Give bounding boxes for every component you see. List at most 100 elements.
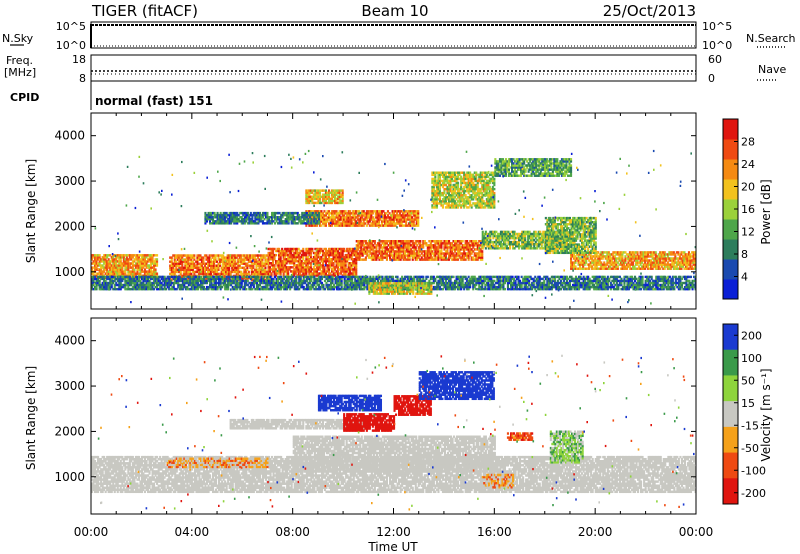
power-cell [112,256,115,259]
power-cell [113,270,116,273]
power-cell [360,283,363,287]
power-cell [499,247,503,250]
power-cell [133,272,136,275]
power-cell [428,256,431,259]
power-cell [283,281,286,285]
power-cell [444,287,448,291]
power-cell [595,263,598,266]
power-cell [248,287,251,291]
power-cell [378,252,381,255]
power-cell [422,254,425,257]
power-cell [355,240,358,243]
power-cell [539,247,542,250]
power-cell [446,283,449,287]
power-cell [398,258,401,261]
power-cell [176,258,179,261]
power-cell [618,257,621,260]
power-cell [91,262,94,265]
power-cell [358,252,361,255]
power-cell [109,270,112,273]
power-cell [246,283,249,287]
power-cell [148,275,151,279]
power-cell [127,254,130,257]
power-cell [317,247,320,251]
power-cell [524,240,527,244]
power-cell [364,248,367,251]
power-cell [340,249,343,253]
power-cell [334,258,337,261]
power-cell [305,251,308,255]
power-cell [290,279,293,283]
power-cell [249,260,252,263]
power-cell [334,277,337,281]
power-cell [175,277,178,281]
power-cell [335,255,338,259]
power-cell [250,262,253,265]
power-cell [147,277,150,281]
power-cell [169,287,172,291]
power-cell [449,277,452,281]
power-cell [110,268,113,271]
power-cell [154,275,157,279]
power-cell [295,285,298,289]
power-cell [299,272,302,275]
power-cell [355,281,358,285]
power-cell [106,268,109,271]
power-cell [645,263,648,266]
power-cell [521,247,524,250]
power-cell [189,283,192,287]
power-cell [184,266,187,270]
power-cell [225,270,228,274]
power-cell [313,275,316,279]
power-cell [307,275,310,279]
power-cell [323,279,327,283]
power-cell [489,234,492,238]
power-cell [519,236,522,240]
power-cell [335,262,338,265]
power-cell [145,264,148,267]
power-cell [279,260,282,263]
power-cell [353,272,356,275]
power-cell [496,240,500,244]
power-cell [118,283,121,287]
power-cell [247,256,250,259]
power-cell [281,270,284,273]
power-cell [653,251,656,254]
power-cell [363,240,366,243]
power-cell [401,256,404,259]
power-cell [317,266,320,269]
power-cell [166,281,169,285]
power-cell [597,251,600,254]
power-cell [154,270,157,273]
power-cell [225,287,228,291]
power-cell [358,256,361,259]
power-cell [641,253,644,256]
power-cell [353,274,356,277]
power-cell [215,277,218,281]
power-cell [182,254,185,257]
power-cell [543,232,546,236]
power-cell [340,281,343,285]
power-cell [681,261,685,264]
power-cell [498,232,501,236]
power-cell [334,260,337,263]
power-cell [207,266,210,270]
power-cell [329,262,332,265]
power-cell [275,268,278,271]
power-cell [338,268,341,271]
power-cell [213,283,216,287]
power-cell [217,256,220,259]
power-cell [181,264,184,267]
power-cell [91,256,94,259]
power-cell [249,285,252,289]
power-cell [396,277,399,281]
power-cell [326,279,330,283]
power-cell [297,253,300,257]
power-cell [452,248,455,251]
power-cell [632,265,635,268]
power-cell [321,262,325,265]
power-cell [444,277,448,281]
power-cell [94,277,97,281]
power-cell [276,247,279,251]
power-cell [291,272,294,275]
